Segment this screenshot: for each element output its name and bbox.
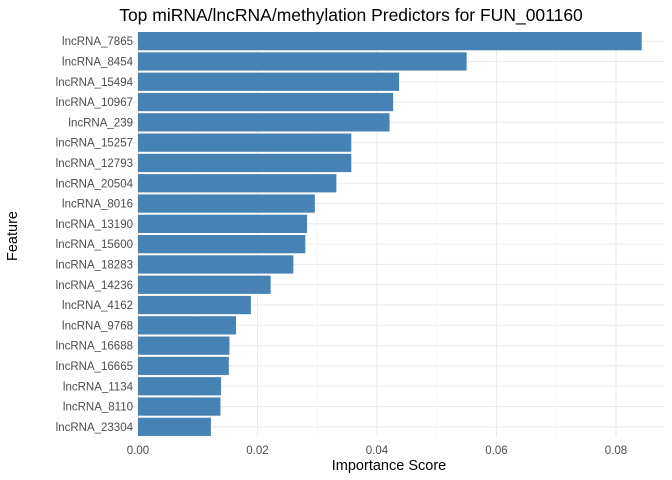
y-tick-labels: lncRNA_7865 lncRNA_8454 lncRNA_15494 lncRNA…	[56, 36, 134, 434]
x-tick-label: 0.00	[127, 445, 149, 457]
y-tick-label: lncRNA_15600	[56, 239, 133, 251]
y-axis-title: Feature	[5, 211, 21, 261]
y-tick-label: lncRNA_23304	[56, 422, 134, 434]
bar	[138, 235, 306, 254]
y-tick-label: lncRNA_20504	[56, 178, 134, 190]
bar	[138, 295, 251, 315]
bar	[138, 275, 271, 294]
major-gridlines	[114, 31, 664, 437]
y-tick-label: lncRNA_8110	[63, 402, 133, 414]
y-tick-label: lncRNA_13190	[56, 219, 133, 231]
x-tick-label: 0.06	[485, 445, 507, 457]
y-tick-label: lncRNA_12793	[56, 158, 133, 170]
y-tick-label: lncRNA_239	[68, 117, 133, 129]
bar	[138, 32, 642, 51]
bar	[138, 194, 315, 213]
bar	[138, 72, 400, 91]
x-tick-label: 0.02	[246, 445, 268, 457]
bar	[138, 52, 467, 71]
bar	[138, 316, 236, 335]
y-tick-label: lncRNA_15494	[56, 77, 134, 89]
x-tick-label: 0.08	[605, 445, 627, 457]
x-tick-labels: 0.00 0.02 0.04 0.06 0.08	[127, 445, 627, 457]
y-tick-label: lncRNA_10967	[56, 97, 133, 109]
bar	[138, 255, 294, 274]
y-tick-label: lncRNA_1134	[63, 381, 134, 393]
bar	[138, 113, 390, 132]
y-tick-label: lncRNA_4162	[62, 300, 133, 312]
bar	[138, 356, 229, 376]
y-tick-label: lncRNA_15257	[56, 138, 133, 150]
y-tick-label: lncRNA_16688	[56, 341, 133, 353]
chart-title: Top miRNA/lncRNA/methylation Predictors …	[119, 5, 583, 26]
y-tick-label: lncRNA_8454	[62, 56, 134, 68]
y-tick-label: lncRNA_9768	[62, 320, 133, 332]
bar	[138, 397, 221, 416]
y-tick-label: lncRNA_7865	[62, 36, 133, 48]
x-axis-title: Importance Score	[332, 458, 446, 474]
bars-group	[138, 32, 642, 436]
bar	[138, 153, 352, 173]
bar	[138, 377, 222, 396]
y-tick-label: lncRNA_8016	[62, 199, 133, 211]
bar	[138, 336, 230, 355]
bar	[138, 174, 337, 193]
bar	[138, 417, 211, 436]
y-tick-label: lncRNA_14236	[56, 280, 133, 292]
bar	[138, 92, 394, 112]
bar	[138, 133, 352, 152]
x-tick-label: 0.04	[366, 445, 389, 457]
y-tick-label: lncRNA_16665	[56, 361, 133, 373]
bar	[138, 214, 308, 233]
y-tick-label: lncRNA_18283	[56, 259, 133, 271]
